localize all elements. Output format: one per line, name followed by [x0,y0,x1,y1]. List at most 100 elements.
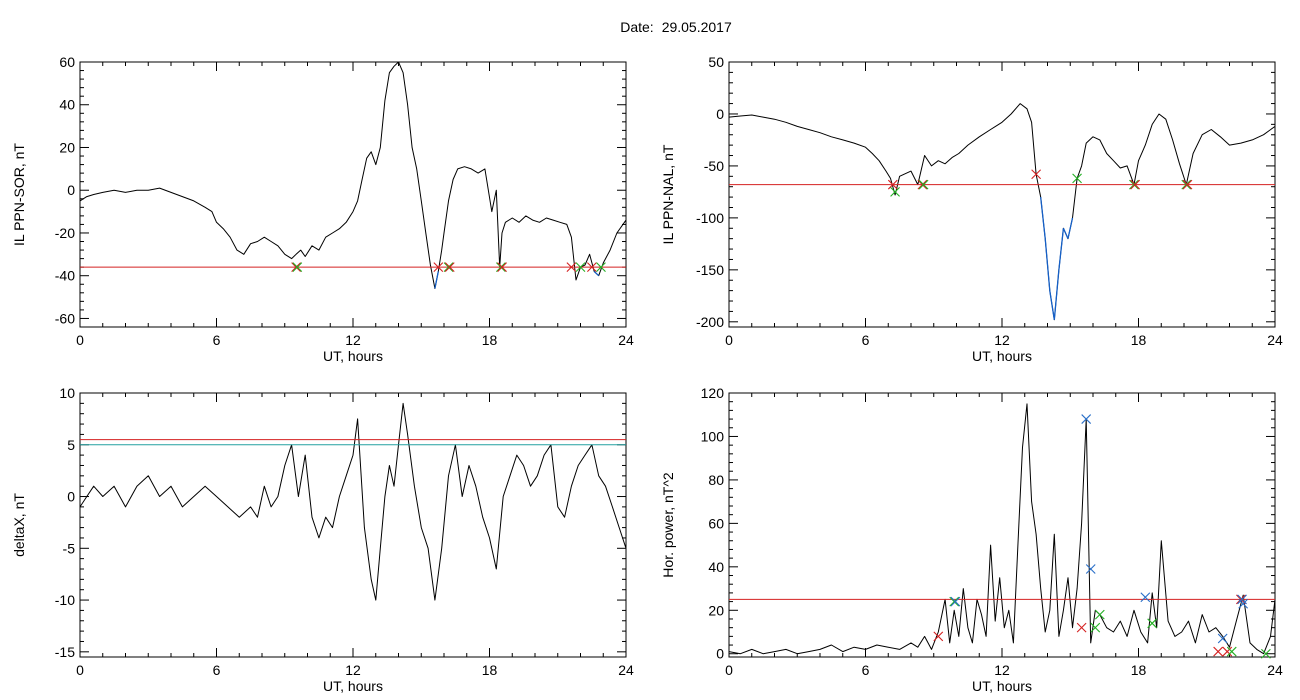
below-threshold-segment [434,271,439,289]
y-tick-label: 10 [59,385,75,401]
y-tick-label: 40 [59,97,75,113]
event-marker [1130,179,1141,190]
y-tick-label: -10 [55,592,75,608]
below-threshold-segment [1058,228,1065,270]
event-marker [1076,622,1087,633]
y-tick-label: 40 [708,559,724,575]
data-series-line [729,403,1275,655]
y-tick-label: -100 [696,210,724,226]
below-threshold-segment [1040,197,1046,239]
event-marker [433,262,444,273]
event-marker [292,262,303,273]
event-marker [495,262,506,273]
y-tick-label: 20 [708,602,724,618]
y-tick-label: 0 [67,182,75,198]
y-tick-label: 60 [708,515,724,531]
x-tick-label: 18 [482,332,498,348]
x-tick-label: 6 [213,332,221,348]
below-threshold-segment [1044,238,1051,291]
event-marker [918,179,929,190]
event-marker [1031,169,1042,180]
x-tick-label: 6 [862,662,870,678]
x-tick-label: 18 [482,662,498,678]
y-tick-label: 120 [701,385,725,401]
date-title: Date: 29.05.2017 [0,19,1300,35]
y-tick-label: -60 [55,310,75,326]
event-marker [497,262,507,273]
y-tick-label: -200 [696,314,724,330]
event-marker [566,262,577,273]
plot-frame-bottom-right [728,392,1276,658]
plot-frame-bottom-left [79,392,627,658]
event-marker [1238,598,1249,609]
x-tick-label: 0 [725,662,733,678]
event-marker [1129,179,1139,190]
data-series-line [80,62,626,289]
y-tick-label: 0 [716,646,724,662]
x-tick-label: 12 [994,662,1010,678]
event-marker [949,596,960,607]
event-marker [1182,179,1193,190]
x-tick-label: 0 [76,662,84,678]
x-tick-label: 18 [1131,662,1147,678]
data-series-line [729,103,1275,321]
y-tick-label: -40 [55,268,75,284]
date-value: 29.05.2017 [661,19,732,35]
below-threshold-segment [1049,290,1055,320]
y-tick-label: 60 [59,54,75,70]
data-series-line [80,402,626,601]
event-marker [890,187,900,197]
below-threshold-segment [593,270,600,277]
y-axis-label: IL PPN-SOR, nT [11,143,27,246]
y-tick-label: -50 [704,158,724,174]
event-marker [1094,609,1105,620]
y-tick-label: -20 [55,225,75,241]
event-marker [1090,622,1101,633]
y-tick-label: 5 [67,437,75,453]
event-marker [443,262,454,273]
event-marker [575,262,586,273]
x-axis-label: UT, hours [972,348,1032,364]
x-tick-label: 12 [345,662,361,678]
y-tick-label: 50 [708,54,724,70]
x-axis-label: UT, hours [323,678,383,694]
y-tick-label: 80 [708,472,724,488]
event-marker [596,262,606,273]
below-threshold-segment [1062,228,1069,239]
event-marker [1181,179,1192,190]
x-tick-label: 12 [345,332,361,348]
x-tick-label: 24 [618,332,634,348]
y-tick-label: -5 [63,540,76,556]
x-tick-label: 18 [1131,332,1147,348]
y-axis-label: Hor. power, nT^2 [660,472,676,578]
x-tick-label: 0 [76,332,84,348]
event-marker [1226,646,1237,657]
y-tick-label: 0 [716,106,724,122]
below-threshold-segment [1067,217,1074,239]
x-axis-label: UT, hours [323,348,383,364]
event-marker [1147,618,1158,629]
plot-frame-top-left [79,61,627,328]
event-marker [1081,414,1092,424]
x-tick-label: 24 [1267,662,1283,678]
event-marker [586,262,597,273]
y-tick-label: 20 [59,139,75,155]
date-label: Date: [620,19,654,35]
x-tick-label: 6 [862,332,870,348]
x-tick-label: 6 [213,662,221,678]
event-marker [1261,648,1271,659]
event-marker [291,262,302,273]
event-marker [887,179,898,190]
x-tick-label: 24 [1267,332,1283,348]
plot-frame-top-right [728,61,1276,328]
event-marker [444,262,455,273]
event-marker [1085,564,1096,574]
event-marker [1222,646,1233,657]
event-marker [1140,592,1151,603]
y-tick-label: -150 [696,262,724,278]
y-tick-label: 100 [701,428,725,444]
y-axis-label: IL PPN-NAL, nT [660,144,676,244]
x-tick-label: 12 [994,332,1010,348]
y-tick-label: 0 [67,489,75,505]
